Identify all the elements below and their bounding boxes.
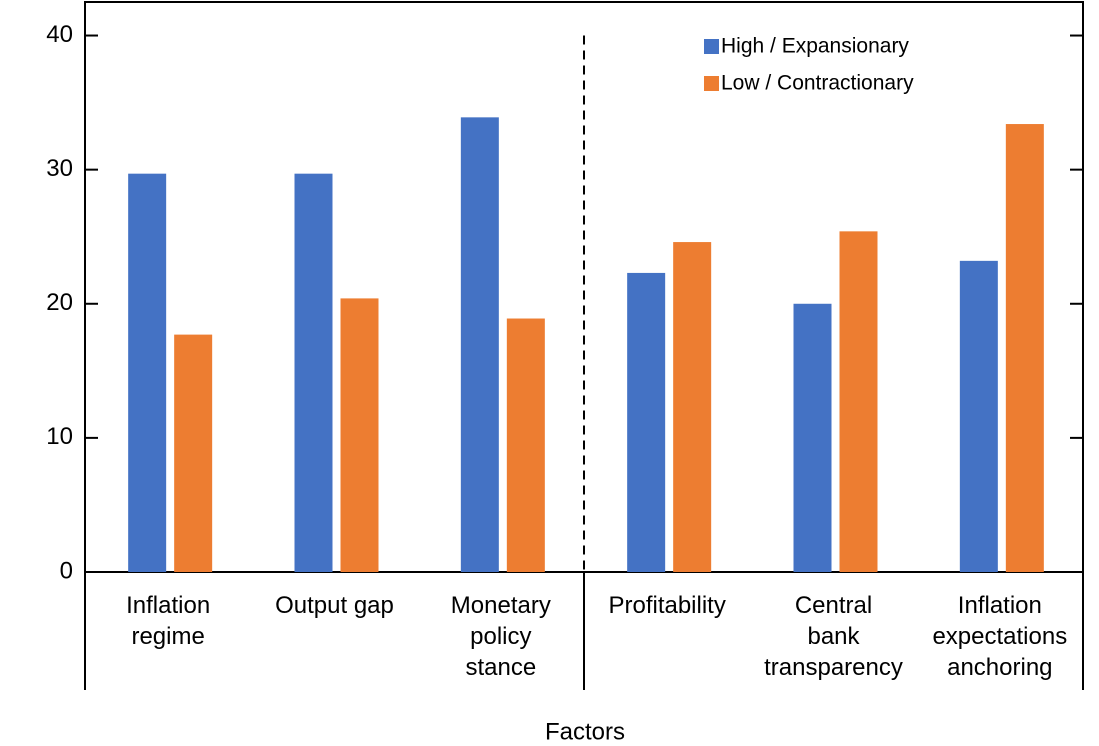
bar	[1005, 124, 1044, 572]
y-tick-label: 20	[46, 289, 73, 316]
legend-swatch	[704, 76, 719, 91]
x-tick-label: Profitability	[608, 592, 726, 619]
x-tick-label: Central bank transparency	[764, 592, 903, 681]
y-tick-label: 0	[60, 557, 73, 584]
x-tick-label: Inflation expectations anchoring	[932, 592, 1068, 681]
bar	[128, 173, 167, 572]
x-tick-label: Output gap	[275, 592, 394, 619]
y-tick-label: 30	[46, 155, 73, 182]
bar	[460, 117, 499, 572]
y-tick-label: 10	[46, 423, 73, 450]
bar	[673, 242, 712, 572]
bar	[294, 173, 333, 572]
bar	[793, 303, 832, 572]
bar	[340, 298, 379, 572]
bar	[959, 260, 998, 572]
bar	[506, 318, 545, 572]
bar	[174, 334, 213, 572]
x-tick-label: Monetary policy stance	[450, 592, 551, 681]
legend-label: High / Expansionary	[721, 35, 909, 58]
x-axis-label: Factors	[545, 718, 625, 745]
y-tick-label: 40	[46, 21, 73, 48]
legend-label: Low / Contractionary	[721, 72, 914, 95]
x-tick-label: Inflation regime	[126, 592, 211, 650]
bar	[627, 272, 666, 572]
legend-swatch	[704, 39, 719, 54]
bar	[839, 231, 878, 572]
